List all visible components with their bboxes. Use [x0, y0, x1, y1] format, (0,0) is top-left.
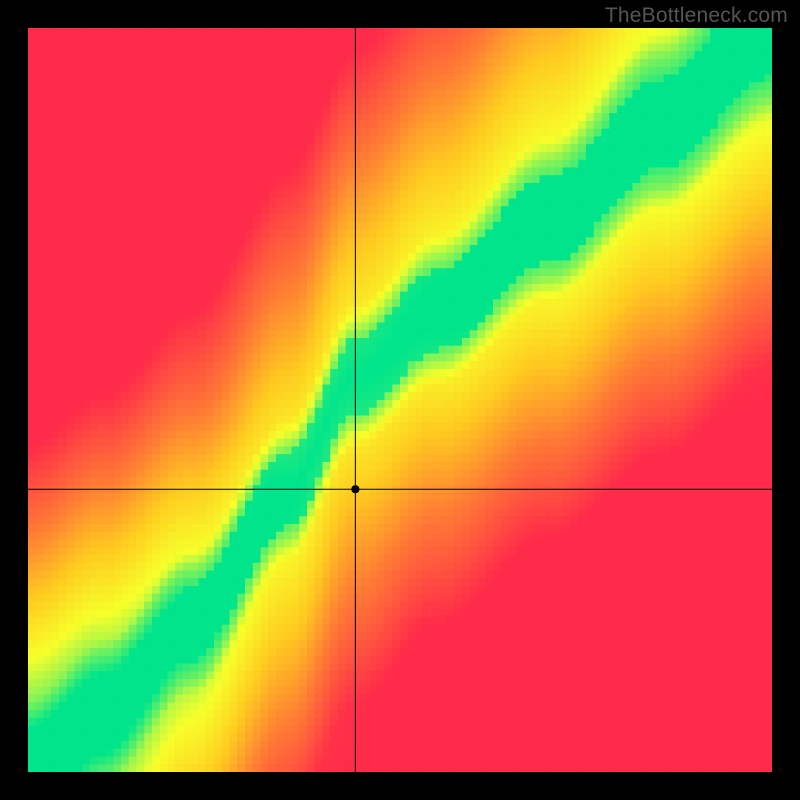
heatmap-plot	[28, 28, 772, 772]
chart-container: TheBottleneck.com	[0, 0, 800, 800]
heatmap-canvas	[28, 28, 772, 772]
watermark-text: TheBottleneck.com	[605, 4, 788, 28]
